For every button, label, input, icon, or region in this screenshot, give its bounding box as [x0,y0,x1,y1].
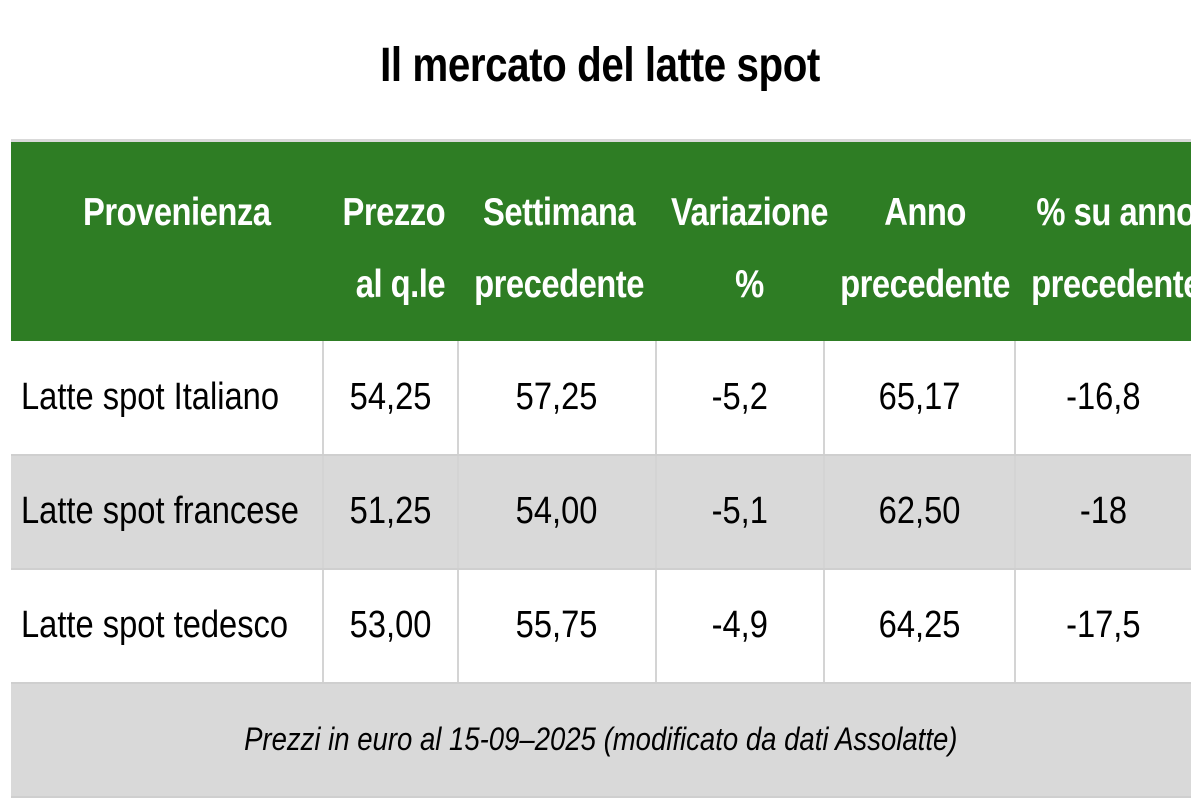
header-cell-variazione: Variazione% [656,139,828,341]
table-cell: -5,1 [656,454,825,570]
table-cell: Latte spot francese [11,454,324,570]
table-cell: Latte spot tedesco [11,568,324,684]
header-label: Provenienza [83,191,271,234]
footnote-row: Prezzi in euro al 15-09–2025 (modificato… [11,682,1191,798]
header-label: Variazione% [670,191,829,306]
table-cell: 62,50 [824,454,1016,570]
header-cell-settimana: Settimana precedente [458,139,656,341]
table-cell: 57,25 [458,340,657,456]
header-row: Provenienza Prezzo al q.le Settimana prece… [11,139,1200,341]
header-label: % su anno precedente [1031,191,1200,306]
table-cell: 64,25 [824,568,1016,684]
table-cell: -16,8 [1015,340,1191,456]
table-row: Latte spot francese 51,25 54,00 -5,1 62,… [11,454,1191,570]
price-table: Provenienza Prezzo al q.le Settimana prece… [11,139,1200,798]
page-title: Il mercato del latte spot [380,39,820,92]
table-row: Latte spot tedesco 53,00 55,75 -4,9 64,2… [11,568,1191,684]
header-cell-provenienza: Provenienza [11,139,323,341]
table-cell: -17,5 [1015,568,1191,684]
table-cell: 54,00 [458,454,657,570]
table-row: Latte spot Italiano 54,25 57,25 -5,2 65,… [11,340,1191,456]
table-cell: -5,2 [656,340,825,456]
table-cell: -4,9 [656,568,825,684]
header-cell-prezzo: Prezzo al q.le [323,139,458,341]
header-label: Settimana precedente [474,191,644,306]
table-cell: 54,25 [323,340,459,456]
table-cell: -18 [1015,454,1191,570]
header-cell-anno: Anno precedente [824,139,1015,341]
header-label: Prezzo al q.le [342,191,446,306]
header-cell-percent-anno: % su anno precedente [1015,139,1200,341]
table-cell: 65,17 [824,340,1016,456]
footnote: Prezzi in euro al 15-09–2025 (modificato… [11,682,1191,798]
header-label: Anno precedente [840,191,1010,306]
table-cell: 53,00 [323,568,459,684]
table-cell: Latte spot Italiano [11,340,324,456]
table-cell: 51,25 [323,454,459,570]
table-cell: 55,75 [458,568,657,684]
